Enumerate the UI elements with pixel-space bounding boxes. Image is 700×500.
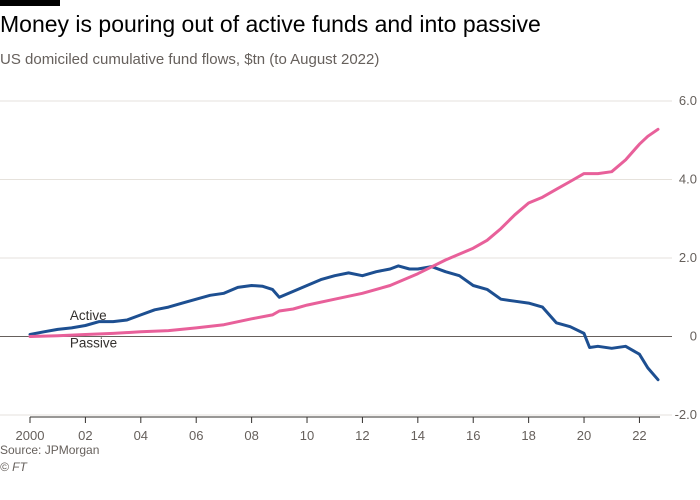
top-rule [0, 0, 60, 6]
chart-subtitle: US domiciled cumulative fund flows, $tn … [0, 51, 380, 68]
line-chart: -2.0 0 2.0 4.0 6.0 2000 02 04 06 08 10 12 14 16 18 20 22… [0, 93, 697, 440]
label-layer: -2.0 0 2.0 4.0 6.0 2000 02 04 06 08 10 12 14 16 18 20 22… [16, 93, 697, 440]
active-series-line [28, 264, 660, 382]
x-tick-label: 08 [244, 428, 258, 440]
x-tick-label: 04 [134, 428, 148, 440]
passive-label: Passive [70, 335, 117, 350]
ft-credit: © FT [0, 460, 27, 474]
x-tick-label: 14 [411, 428, 425, 440]
source-note: Source: JPMorgan [0, 443, 100, 457]
x-tick-label: 12 [355, 428, 369, 440]
x-tick-label: 10 [300, 428, 314, 440]
chart-title: Money is pouring out of active funds and… [0, 11, 541, 37]
x-tick-label: 02 [78, 428, 92, 440]
series-layer [28, 127, 660, 382]
x-tick-label: 2000 [16, 428, 45, 440]
x-tick-label: 20 [577, 428, 591, 440]
y-tick-label: 4.0 [679, 172, 697, 187]
active-label: Active [70, 308, 107, 323]
y-tick-label: 0 [690, 329, 697, 344]
y-tick-label: -2.0 [675, 407, 697, 422]
x-tick-label: 16 [466, 428, 480, 440]
passive-series-line [28, 127, 660, 338]
grid-layer [0, 100, 672, 423]
x-tick-label: 18 [521, 428, 535, 440]
x-tick-label: 22 [632, 428, 646, 440]
y-tick-label: 2.0 [679, 250, 697, 265]
y-tick-label: 6.0 [679, 93, 697, 108]
x-tick-label: 06 [189, 428, 203, 440]
